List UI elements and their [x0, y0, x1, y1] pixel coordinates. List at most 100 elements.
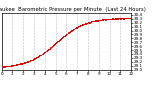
Point [13, 64, 15, 66]
Point [1, 66, 3, 67]
Point [55, 42, 57, 43]
Point [104, 18, 107, 20]
Point [50, 46, 52, 47]
Point [87, 21, 90, 23]
Point [71, 29, 73, 30]
Point [25, 61, 28, 63]
Point [88, 22, 91, 23]
Point [77, 26, 80, 27]
Point [130, 17, 132, 19]
Point [31, 59, 33, 61]
Point [43, 51, 46, 52]
Point [18, 63, 21, 64]
Point [68, 31, 71, 33]
Point [46, 50, 48, 51]
Point [108, 19, 110, 20]
Point [58, 39, 61, 41]
Point [11, 64, 13, 66]
Point [20, 63, 23, 64]
Point [113, 18, 115, 19]
Point [96, 20, 99, 21]
Point [87, 22, 89, 23]
Point [113, 18, 116, 19]
Point [48, 49, 50, 50]
Point [24, 62, 27, 63]
Point [86, 22, 89, 23]
Point [106, 18, 108, 20]
Point [50, 46, 53, 47]
Point [64, 35, 66, 36]
Point [107, 18, 109, 20]
Point [81, 24, 84, 25]
Point [18, 64, 20, 65]
Point [16, 64, 18, 66]
Point [114, 18, 117, 19]
Point [20, 63, 22, 64]
Point [88, 22, 90, 23]
Point [88, 22, 91, 23]
Point [19, 63, 21, 65]
Point [39, 54, 41, 56]
Point [1, 66, 4, 68]
Point [101, 19, 104, 20]
Point [104, 19, 106, 20]
Point [7, 65, 9, 67]
Point [99, 19, 101, 21]
Point [50, 46, 52, 48]
Point [6, 65, 9, 67]
Point [96, 20, 99, 22]
Point [92, 21, 94, 22]
Point [119, 18, 122, 19]
Point [40, 54, 42, 56]
Point [51, 45, 53, 46]
Point [89, 21, 92, 22]
Point [15, 64, 17, 65]
Point [72, 29, 74, 30]
Point [77, 26, 79, 27]
Point [48, 48, 50, 49]
Point [38, 55, 40, 56]
Point [54, 43, 56, 44]
Point [107, 18, 109, 20]
Point [54, 43, 56, 44]
Point [120, 17, 123, 19]
Point [26, 61, 29, 62]
Point [21, 63, 23, 64]
Point [89, 21, 91, 23]
Point [92, 20, 95, 21]
Point [0, 66, 3, 67]
Point [45, 50, 47, 52]
Point [37, 56, 40, 57]
Point [74, 27, 76, 29]
Point [122, 18, 124, 19]
Point [124, 17, 127, 19]
Point [111, 18, 113, 19]
Point [24, 62, 27, 63]
Point [30, 59, 33, 61]
Point [97, 20, 100, 21]
Point [95, 20, 98, 21]
Point [34, 57, 36, 59]
Point [86, 22, 89, 23]
Point [25, 61, 28, 63]
Point [20, 63, 23, 64]
Point [89, 21, 92, 23]
Point [104, 19, 107, 20]
Point [30, 60, 32, 61]
Point [95, 20, 98, 21]
Point [105, 18, 108, 20]
Point [78, 25, 81, 26]
Point [114, 18, 116, 19]
Point [20, 63, 22, 64]
Point [63, 35, 66, 36]
Point [111, 18, 113, 19]
Point [27, 60, 30, 62]
Point [91, 21, 93, 22]
Point [3, 66, 5, 67]
Point [122, 18, 124, 19]
Point [122, 18, 125, 19]
Point [117, 18, 120, 19]
Point [1, 66, 4, 67]
Point [11, 65, 13, 66]
Point [6, 65, 9, 67]
